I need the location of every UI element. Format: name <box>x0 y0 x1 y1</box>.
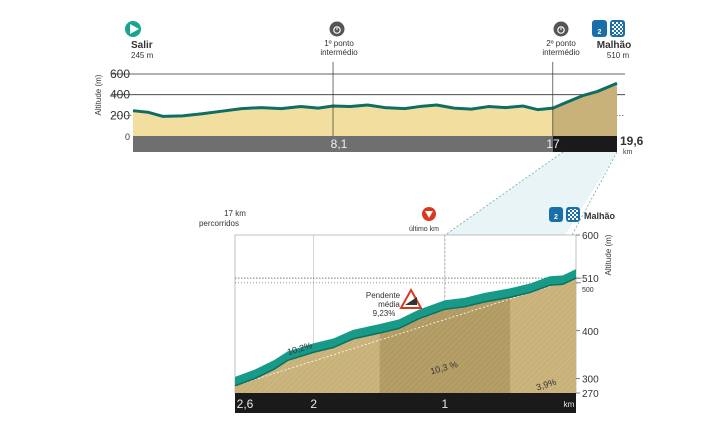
finish-town-name: Malhão <box>597 40 631 51</box>
start-marker: Salir 245 m <box>125 21 154 60</box>
detail-distance-bar <box>235 393 576 413</box>
zoom-connector <box>444 151 618 236</box>
gpm-badge <box>549 207 563 222</box>
play-triangle <box>130 24 139 34</box>
last-km-marker: último km <box>409 207 439 233</box>
gradient-warning-icon <box>399 287 423 309</box>
sprint-marker-2: 2º ponto intermédio <box>542 21 580 57</box>
detail-finish-marker: 2 Malhão <box>549 207 616 222</box>
avg-gradient-value: 9,23% <box>373 309 396 318</box>
finish-altitude: 510 m <box>607 51 630 60</box>
overview-x-unit: km <box>623 149 633 156</box>
gpm-category: 2 <box>554 214 558 221</box>
overview-y-tick: 200 <box>110 108 130 122</box>
overview-area-fill <box>133 83 617 136</box>
detail-y-tick: 400 <box>582 327 599 338</box>
segment-texture <box>235 333 380 393</box>
detail-y-tick: 500 <box>582 287 594 294</box>
sprint-marker-1: 1º ponto intermédio <box>320 21 358 57</box>
sprint-2-label-line1: 2º ponto <box>546 39 576 48</box>
final-climb-fill <box>552 83 617 136</box>
overview-y-axis-label: Altitude (m) <box>94 74 103 115</box>
start-town-name: Salir <box>131 40 153 51</box>
sprint-1-label-line1: 1º ponto <box>324 39 354 48</box>
detail-x-tick: 1 <box>442 397 449 411</box>
overview-y-tick: 600 <box>110 67 130 81</box>
road-ribbon <box>235 269 576 386</box>
overview-y-tick: 0 <box>125 132 130 142</box>
detail-start-note-line2: percorridos <box>199 219 239 228</box>
avg-gradient-note: Pendente média 9,23% <box>366 287 423 318</box>
overview-chart: Altitude (m) 600 400 200 0 Salir 245 m 1º p… <box>94 20 644 156</box>
detail-elevation-area <box>234 235 577 393</box>
gpm-category: 2 <box>598 29 602 36</box>
overview-distance-bar <box>133 136 617 152</box>
detail-y-tick: 270 <box>582 389 599 400</box>
segment-texture <box>510 278 576 393</box>
overview-x-tick-17: 17 <box>546 137 560 151</box>
overview-x-tick-end: 19,6 <box>620 134 644 148</box>
overview-y-ticks: 600 400 200 0 <box>110 67 130 142</box>
detail-y-tick: 510 <box>582 274 599 285</box>
distance-bar <box>133 136 553 152</box>
sprint-2-label-line2: intermédio <box>542 48 580 57</box>
overview-elevation-line <box>132 81 618 118</box>
detail-x-unit: km <box>564 400 575 409</box>
last-km-label: último km <box>409 226 439 233</box>
finish-marker: 2 Malhão 510 m <box>592 20 631 60</box>
overview-x-tick-8-1: 8,1 <box>331 137 348 151</box>
detail-y-tick: 300 <box>582 375 599 386</box>
avg-gradient-line1: Pendente <box>366 291 401 300</box>
road-ribbon-edge <box>234 277 577 387</box>
start-altitude: 245 m <box>131 51 154 60</box>
detail-y-tick: 600 <box>582 231 599 242</box>
detail-x-tick: 2 <box>310 397 317 411</box>
detail-y-ticks: 600 510 500 400 300 270 <box>576 231 599 400</box>
sprint-1-label-line2: intermédio <box>320 48 358 57</box>
avg-gradient-line2: média <box>378 300 400 309</box>
detail-distance-bar: 2,6 2 1 km <box>235 393 576 413</box>
distance-bar-final <box>552 136 617 152</box>
segment-texture <box>379 297 511 393</box>
overview-y-tick: 400 <box>110 88 130 102</box>
detail-start-note-line1: 17 km <box>224 209 246 218</box>
detail-x-tick: 2,6 <box>237 397 254 411</box>
detail-y-axis-label: Altitude (m) <box>604 234 613 275</box>
gpm-badge <box>592 20 607 37</box>
overview-elevation-area <box>132 62 618 136</box>
detail-finish-town: Malhão <box>584 211 616 221</box>
